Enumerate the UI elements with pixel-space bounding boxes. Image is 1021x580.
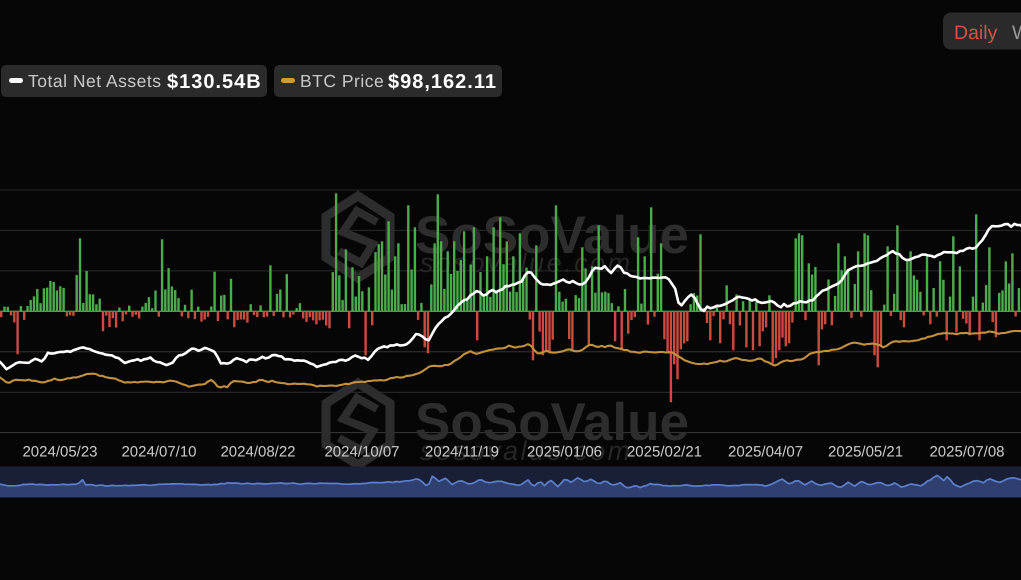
svg-text:2025/01/06: 2025/01/06: [527, 444, 602, 461]
svg-text:2025/05/21: 2025/05/21: [828, 444, 903, 461]
svg-text:$98,162.11: $98,162.11: [388, 71, 497, 93]
svg-text:BTC Price: BTC Price: [300, 71, 384, 91]
svg-text:sosovalue.com: sosovalue.com: [420, 436, 633, 466]
svg-text:2024/05/23: 2024/05/23: [22, 444, 97, 461]
svg-text:2024/07/10: 2024/07/10: [121, 444, 196, 461]
svg-text:2025/07/08: 2025/07/08: [929, 444, 1004, 461]
svg-text:SoSoValue: SoSoValue: [415, 393, 689, 452]
svg-text:$130.54B: $130.54B: [167, 71, 262, 93]
svg-text:Total Net Assets: Total Net Assets: [28, 71, 161, 91]
svg-text:2025/02/21: 2025/02/21: [627, 444, 702, 461]
svg-text:2024/08/22: 2024/08/22: [220, 444, 295, 461]
svg-text:SoSoValue: SoSoValue: [415, 206, 689, 265]
svg-text:W: W: [1012, 22, 1021, 44]
svg-text:2025/04/07: 2025/04/07: [728, 444, 803, 461]
svg-text:Daily: Daily: [954, 22, 998, 44]
svg-text:2024/10/07: 2024/10/07: [324, 444, 399, 461]
svg-text:2024/11/19: 2024/11/19: [425, 444, 499, 461]
